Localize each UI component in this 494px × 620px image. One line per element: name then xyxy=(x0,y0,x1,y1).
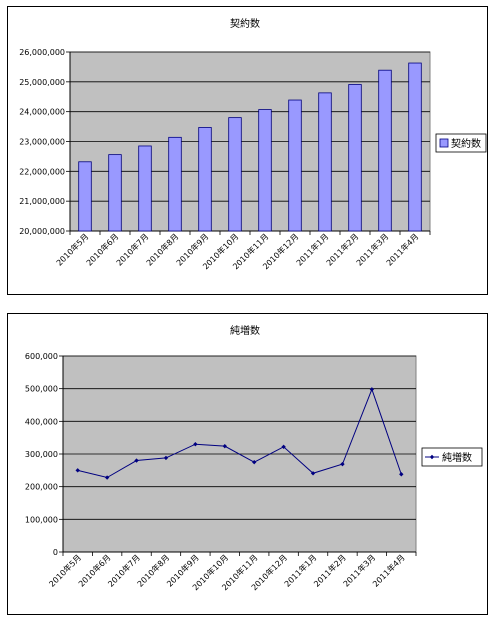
y-tick-label: 22,000,000 xyxy=(19,167,65,176)
y-tick-label: 600,000 xyxy=(25,352,58,361)
bar xyxy=(108,154,122,232)
bar xyxy=(408,62,422,232)
data-point xyxy=(163,455,169,461)
y-tick-label: 500,000 xyxy=(25,385,58,394)
legend-label: 契約数 xyxy=(451,137,481,150)
y-tick-label: 23,000,000 xyxy=(19,138,65,147)
bar xyxy=(288,99,302,232)
bar xyxy=(198,127,212,232)
chart-title: 契約数 xyxy=(230,17,260,30)
legend-swatch xyxy=(439,138,449,148)
x-tick-label: 2011年4月 xyxy=(384,231,420,267)
bar xyxy=(168,136,182,232)
y-tick-label: 300,000 xyxy=(25,450,58,459)
data-point xyxy=(399,472,404,477)
legend-label: 純増数 xyxy=(442,451,472,464)
data-point xyxy=(193,442,198,447)
legend-marker xyxy=(429,454,435,460)
y-tick-label: 200,000 xyxy=(25,483,58,492)
bar xyxy=(258,109,272,232)
bar-chart: 契約数 20,000,000 21,000,000 22,000,000 23,000,… xyxy=(19,17,487,271)
bar xyxy=(78,161,92,232)
data-point xyxy=(281,444,286,450)
bar xyxy=(318,92,332,232)
y-tick-label: 100,000 xyxy=(25,515,58,524)
chart-title: 純増数 xyxy=(230,324,260,337)
data-point xyxy=(310,471,316,476)
bar xyxy=(348,84,362,232)
y-tick-label: 26,000,000 xyxy=(19,48,65,57)
y-tick-label: 24,000,000 xyxy=(19,108,65,117)
legend-box xyxy=(435,133,487,153)
legend-box xyxy=(421,447,483,467)
bar xyxy=(138,145,152,232)
bar xyxy=(228,117,242,232)
series-line xyxy=(77,387,402,479)
data-point xyxy=(369,387,375,392)
data-point xyxy=(104,475,110,480)
x-tick-label: 2011年4月 xyxy=(370,552,406,588)
y-tick-label: 20,000,000 xyxy=(19,227,65,236)
data-point xyxy=(134,458,139,463)
y-tick-label: 21,000,000 xyxy=(19,197,65,206)
y-tick-label: 400,000 xyxy=(25,417,58,426)
line-chart-panel: 純増数 0 100,000 200,000 300,000 400,000 500,000 6… xyxy=(7,313,488,615)
data-point xyxy=(252,459,257,465)
data-point xyxy=(75,468,80,473)
y-tick-label: 0 xyxy=(53,548,58,557)
bar-chart-panel: 契約数 20,000,000 21,000,000 22,000,000 23,000,… xyxy=(7,6,488,295)
y-tick-label: 25,000,000 xyxy=(19,78,65,87)
bar xyxy=(378,69,392,232)
data-point xyxy=(340,461,345,467)
line-chart: 純増数 0 100,000 200,000 300,000 400,000 500,000 6… xyxy=(25,324,483,592)
